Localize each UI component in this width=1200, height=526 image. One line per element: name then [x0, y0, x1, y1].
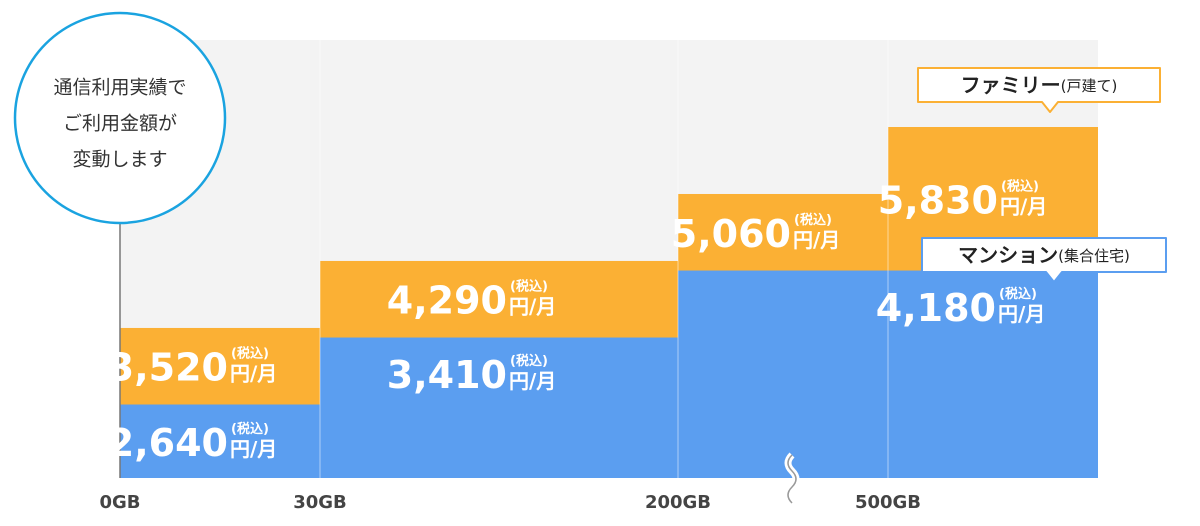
- x-tick-label: 200GB: [645, 492, 711, 513]
- price-unit: 円/月: [509, 369, 556, 393]
- legend-name: ファミリー: [961, 73, 1061, 97]
- tax-note: (税込): [794, 212, 832, 228]
- price-unit: 円/月: [230, 362, 277, 386]
- value-label: 2,640: [108, 421, 228, 465]
- legend-callout: [921, 237, 1167, 283]
- annotation: 通信利用実績で: [53, 77, 186, 99]
- annotation: ご利用金額が: [63, 113, 177, 135]
- x-tick-label: 0GB: [99, 492, 140, 513]
- x-tick-label: 500GB: [855, 492, 921, 513]
- tax-note: (税込): [510, 279, 548, 295]
- value-label: 4,290: [387, 279, 507, 323]
- axis-break: [787, 454, 797, 504]
- legend-note: (戸建て): [1061, 77, 1118, 95]
- x-tick-label: 30GB: [293, 492, 347, 513]
- note-circle: [13, 11, 227, 225]
- value-label: 3,410: [387, 353, 507, 397]
- tax-note: (税込): [231, 421, 269, 437]
- price-unit: 円/月: [998, 302, 1045, 326]
- value-label: 4,180: [876, 286, 996, 330]
- tax-note: (税込): [999, 286, 1037, 302]
- price-unit: 円/月: [1000, 194, 1047, 218]
- annotation: 変動します: [72, 149, 167, 171]
- bar: [320, 337, 678, 478]
- legend-name: マンション: [958, 243, 1058, 267]
- tax-note: (税込): [1001, 178, 1039, 194]
- legend-label: ファミリー(戸建て): [961, 73, 1118, 97]
- value-label: 3,520: [108, 346, 228, 390]
- tax-note: (税込): [231, 346, 269, 362]
- value-label: 5,830: [878, 178, 998, 222]
- bar: [678, 270, 888, 478]
- tax-note: (税込): [510, 353, 548, 369]
- legend-callout: [917, 67, 1161, 113]
- price-unit: 円/月: [230, 437, 277, 461]
- value-label: 5,060: [671, 212, 791, 256]
- legend-label: マンション(集合住宅): [958, 243, 1130, 267]
- price-unit: 円/月: [793, 228, 840, 252]
- bar: [120, 404, 320, 478]
- legend-note: (集合住宅): [1058, 247, 1130, 265]
- price-unit: 円/月: [509, 295, 556, 319]
- bar: [888, 270, 1098, 478]
